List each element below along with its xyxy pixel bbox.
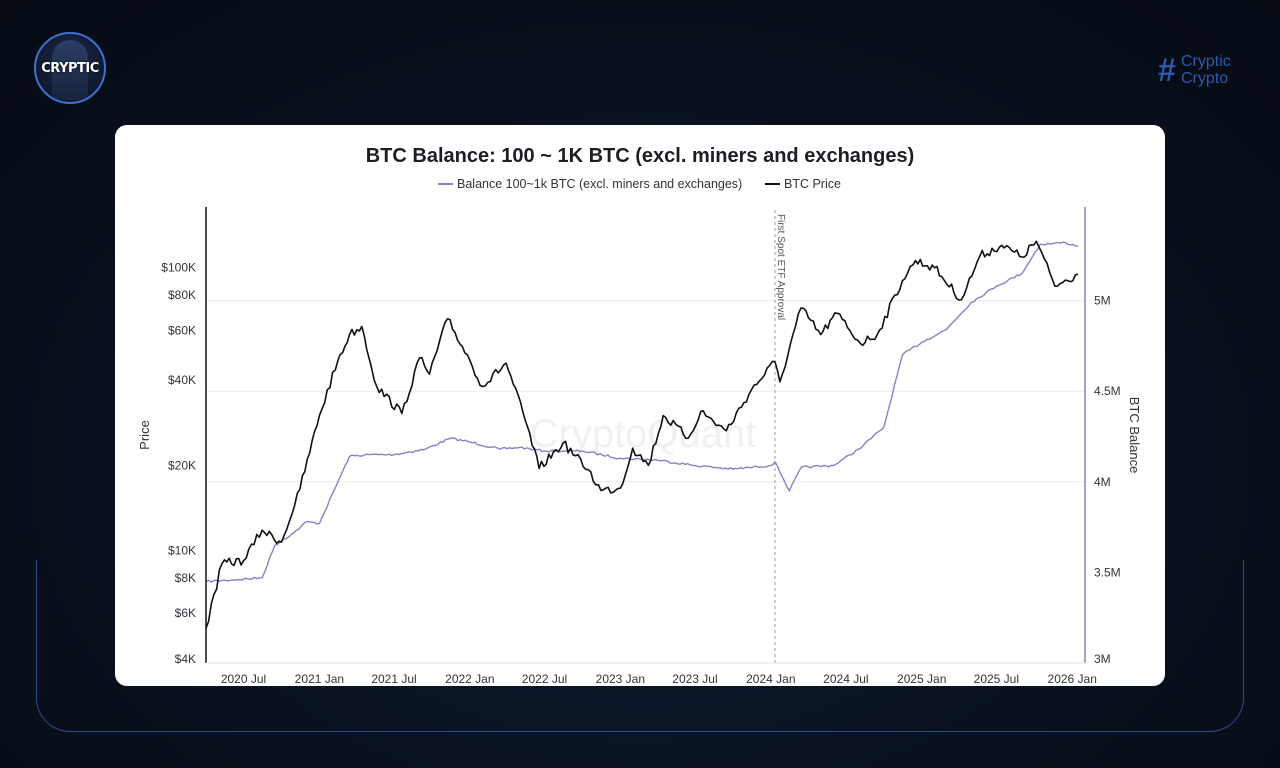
left-axis-ticks: $4K $6K $8K $10K $20K $40K $60K $80K $100K: [161, 261, 196, 666]
hash-icon: #: [1158, 52, 1176, 88]
left-tick-label-1: $6K: [175, 606, 196, 620]
cryptic-logo: CRYPTIC: [34, 32, 106, 104]
gridlines: [206, 300, 1085, 483]
x-tick-label-7: 2024 Jan: [746, 672, 795, 686]
right-tick-label-1: 3.5M: [1094, 565, 1121, 579]
x-tick-label-10: 2025 Jul: [974, 672, 1019, 686]
x-tick-label-3: 2022 Jan: [445, 672, 494, 686]
left-tick-label-5: $40K: [168, 373, 196, 387]
legend-item-price: BTC Price: [784, 177, 841, 191]
x-tick-label-5: 2023 Jan: [596, 672, 645, 686]
series-layer: [205, 240, 1079, 629]
left-axis-label: Price: [137, 420, 152, 450]
legend: Balance 100~1k BTC (excl. miners and exc…: [438, 177, 841, 191]
left-tick-label-6: $60K: [168, 323, 196, 337]
chart-title: BTC Balance: 100 ~ 1K BTC (excl. miners …: [366, 145, 915, 167]
series-line-balance: [205, 241, 1079, 583]
annotations: First Spot ETF Approval: [774, 210, 786, 663]
left-tick-label-3: $10K: [168, 543, 196, 557]
left-tick-label-2: $8K: [175, 571, 196, 585]
chart-card: CryptoQuant BTC Balance: 100 ~ 1K BTC (e…: [115, 125, 1165, 686]
x-tick-label-2: 2021 Jul: [371, 672, 416, 686]
logo-text: CRYPTIC: [41, 61, 99, 76]
left-tick-label-0: $4K: [175, 652, 196, 666]
axes: [205, 207, 1086, 664]
x-tick-label-11: 2026 Jan: [1048, 672, 1097, 686]
right-tick-label-2: 4M: [1094, 475, 1111, 489]
right-tick-label-4: 5M: [1094, 294, 1111, 308]
right-axis-ticks: 3M 3.5M 4M 4.5M 5M: [1094, 294, 1121, 666]
left-tick-label-8: $100K: [161, 261, 196, 275]
x-tick-label-6: 2023 Jul: [672, 672, 717, 686]
left-tick-label-4: $20K: [168, 458, 196, 472]
x-tick-label-4: 2022 Jul: [522, 672, 567, 686]
series-line-price: [205, 240, 1079, 629]
right-axis-label: BTC Balance: [1127, 397, 1142, 474]
x-tick-label-8: 2024 Jul: [823, 672, 868, 686]
brand-line-2: Crypto: [1181, 70, 1229, 87]
x-tick-label-0: 2020 Jul: [221, 672, 266, 686]
decorative-frame: [36, 560, 1244, 732]
right-tick-label-3: 4.5M: [1094, 384, 1121, 398]
right-tick-label-0: 3M: [1094, 652, 1111, 666]
x-tick-label-9: 2025 Jan: [897, 672, 946, 686]
watermark: CryptoQuant: [530, 412, 757, 456]
x-tick-label-1: 2021 Jan: [295, 672, 344, 686]
legend-item-balance: Balance 100~1k BTC (excl. miners and exc…: [457, 177, 742, 191]
x-axis-ticks: 2020 Jul 2021 Jan 2021 Jul 2022 Jan 2022 Jul…: [221, 672, 1097, 686]
left-tick-label-7: $80K: [168, 288, 196, 302]
chart-svg: CryptoQuant BTC Balance: 100 ~ 1K BTC (e…: [137, 145, 1142, 686]
annotation-label-0: First Spot ETF Approval: [775, 214, 786, 320]
brand-line-1: Cryptic: [1181, 53, 1231, 70]
hooded-figure-icon: [52, 40, 88, 100]
